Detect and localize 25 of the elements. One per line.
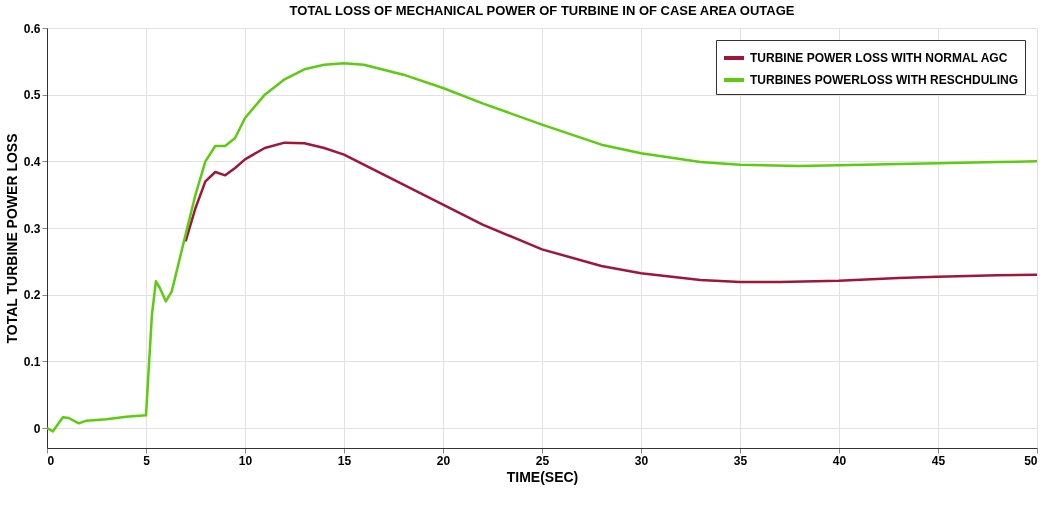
x-tick-label: 5 [143,453,151,468]
x-tick-label: 20 [436,453,451,468]
x-tick-label: 0 [47,453,55,468]
x-tick-label: 35 [733,453,748,468]
y-axis-title: TOTAL TURBINE POWER LOSS [3,133,20,344]
y-tick-label: 0.2 [23,288,41,303]
x-axis-title: TIME(SEC) [506,468,579,485]
x-tick-label: 15 [337,453,352,468]
y-tick-label: 0.1 [23,354,41,369]
legend-label: TURBINE POWER LOSS WITH NORMAL AGC [750,51,1008,65]
x-tick-label: 50 [1024,453,1038,468]
y-tick-label: 0.5 [23,88,41,103]
x-tick-label: 25 [535,453,550,468]
x-tick-label: 45 [931,453,946,468]
line-series [47,62,1037,433]
line-series [184,141,1037,284]
legend-label: TURBINES POWERLOSS WITH RESCHDULING [750,73,1019,87]
chart-title: TOTAL LOSS OF MECHANICAL POWER OF TURBINE IN OF CASE AREA OUTAGE [289,3,795,18]
y-tick-label: 0.4 [23,154,41,169]
x-tick-label: 30 [634,453,649,468]
x-tick-label: 40 [832,453,847,468]
x-tick-label: 10 [238,453,253,468]
y-tick-label: 0.6 [23,21,41,36]
y-tick-label: 0 [33,421,41,436]
y-tick-label: 0.3 [23,221,41,236]
